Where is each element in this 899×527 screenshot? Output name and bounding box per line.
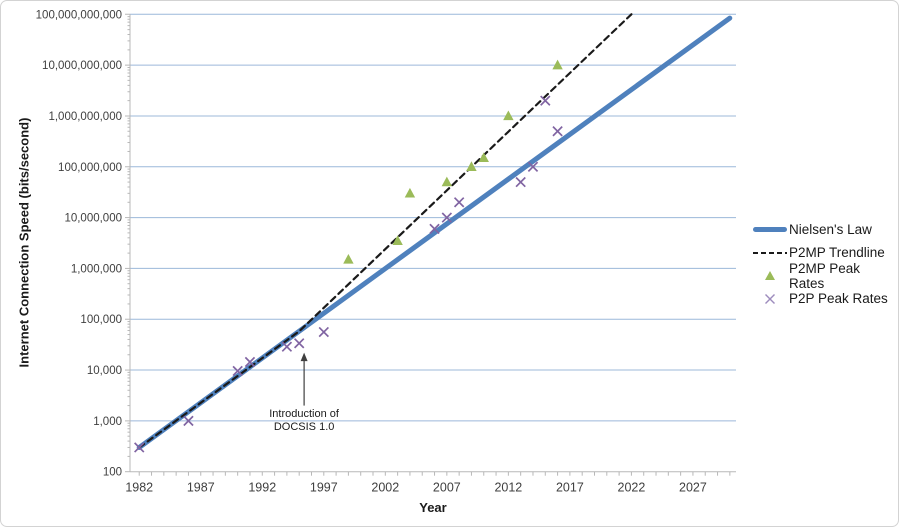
p2p-peak-marker	[244, 356, 256, 368]
x-tick-label: 2002	[371, 481, 399, 495]
legend-item-p2mp-peak-rates: P2MP Peak Rates	[753, 261, 893, 291]
legend: Nielsen's Law P2MP Trendline P2MP Peak R…	[753, 218, 893, 310]
y-tick-label: 1,000,000,000	[48, 111, 122, 123]
p2p-peak-marker	[515, 176, 526, 188]
y-tick-label: 10,000,000,000	[42, 60, 122, 72]
y-tick-label: 1,000,000	[71, 263, 122, 275]
y-tick-label: 100,000	[80, 314, 122, 326]
annotation-docsis: Introduction of DOCSIS 1.0	[224, 408, 384, 434]
p2mp-peak-marker	[503, 110, 514, 121]
p2p-peak-marker	[429, 223, 440, 235]
legend-label: P2MP Peak Rates	[789, 260, 861, 291]
y-tick-label: 100,000,000	[58, 162, 122, 174]
annotation-line1: Introduction of	[269, 407, 339, 420]
p2p-peak-marker	[134, 442, 145, 453]
x-tick-label: 1982	[125, 481, 153, 495]
y-tick-label: 1,000	[93, 416, 122, 428]
x-tick-label: 2012	[494, 481, 522, 495]
p2mp-peak-marker	[441, 176, 453, 187]
y-tick-label: 100	[103, 467, 122, 479]
x-tick-label: 1987	[187, 481, 215, 495]
y-tick-label: 10,000	[87, 365, 122, 377]
p2p-peak-marker	[527, 161, 539, 172]
p2p-peak-marker	[318, 326, 329, 338]
x-tick-label: 2022	[618, 481, 646, 495]
x-tick-label: 2017	[556, 481, 584, 495]
x-axis-title: Year	[419, 500, 447, 515]
p2mp-peak-marker	[404, 187, 416, 198]
y-tick-label: 100,000,000,000	[36, 9, 122, 21]
p2p-peak-marker	[293, 338, 305, 349]
p2mp-peak-marker	[552, 59, 563, 70]
y-axis-title: Internet Connection Speed (bits/second)	[16, 117, 32, 368]
x-marker-icon	[753, 293, 787, 305]
x-tick-label: 1992	[248, 481, 276, 495]
p2p-peak-marker	[183, 415, 194, 427]
p2mp-peak-marker	[392, 235, 403, 245]
legend-item-nielsens-law: Nielsen's Law	[753, 218, 893, 241]
p2p-peak-marker	[281, 341, 293, 352]
legend-label: Nielsen's Law	[789, 222, 872, 237]
annotation-arrow-head	[300, 352, 308, 362]
triangle-marker-icon	[753, 271, 787, 280]
x-tick-label: 1997	[310, 481, 338, 495]
x-tick-label: 2027	[679, 481, 707, 495]
dashed-line-icon	[753, 251, 787, 254]
p2mp-trendline	[138, 13, 633, 449]
blue-line-icon	[753, 227, 787, 232]
p2mp-peak-marker	[343, 253, 354, 264]
x-tick-label: 2007	[433, 481, 461, 495]
p2mp-peak-marker	[466, 161, 477, 171]
p2p-peak-marker	[441, 212, 453, 223]
annotation-line2: DOCSIS 1.0	[273, 420, 335, 433]
legend-item-p2mp-trendline: P2MP Trendline	[753, 241, 893, 264]
p2p-peak-marker	[552, 126, 563, 137]
p2p-peak-marker	[453, 197, 465, 208]
p2p-peak-marker	[540, 95, 551, 106]
y-tick-label: 10,000,000	[64, 213, 122, 225]
legend-item-p2p-peak-rates: P2P Peak Rates	[753, 287, 893, 310]
p2p-peak-marker	[232, 365, 243, 377]
p2mp-peak-marker	[478, 152, 489, 163]
legend-label: P2P Peak Rates	[789, 291, 888, 306]
legend-label: P2MP Trendline	[789, 245, 885, 260]
